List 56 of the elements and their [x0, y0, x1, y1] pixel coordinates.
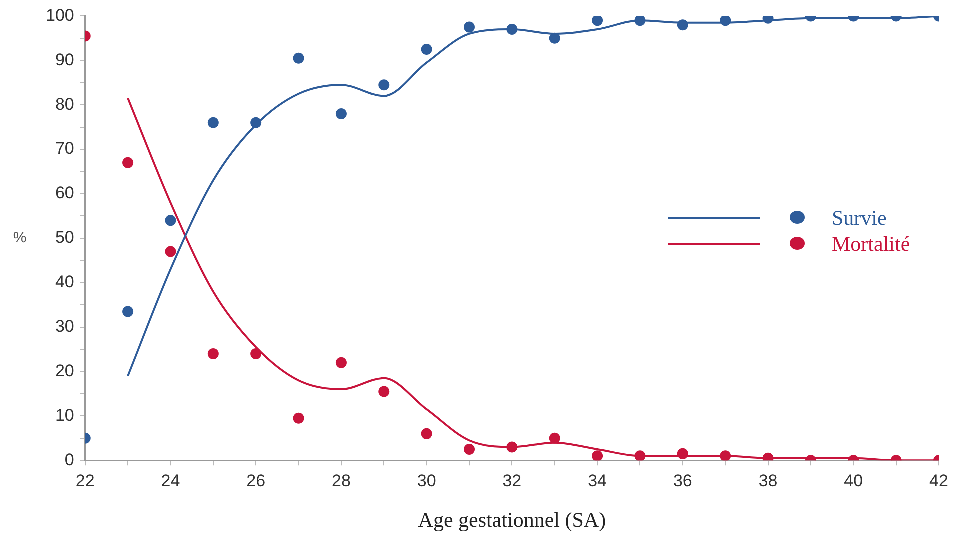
x-tick-label: 36	[673, 471, 692, 490]
point	[592, 450, 604, 461]
point	[506, 24, 518, 36]
point	[208, 348, 219, 360]
point	[336, 108, 347, 120]
y-tick-label: 60	[55, 184, 74, 203]
legend-label: Survie	[832, 206, 887, 230]
y-tick-label: 90	[55, 50, 74, 70]
point	[165, 246, 176, 258]
point	[464, 22, 475, 33]
point	[549, 32, 560, 44]
x-tick-label: 22	[76, 471, 95, 490]
y-tick-label: 100	[46, 6, 74, 25]
x-tick-label: 34	[588, 471, 608, 490]
y-tick-label: 80	[55, 94, 74, 114]
x-tick-label: 38	[758, 471, 778, 490]
point	[464, 444, 475, 455]
point	[378, 386, 390, 398]
point	[634, 450, 646, 461]
point	[122, 157, 134, 168]
point	[592, 16, 604, 26]
point	[293, 52, 304, 64]
point	[336, 357, 347, 368]
point	[677, 20, 688, 31]
y-tick-label: 30	[55, 316, 74, 336]
x-axis-title: Age gestationnel (SA)	[418, 508, 606, 532]
y-axis-title: %	[13, 230, 27, 247]
point	[250, 348, 262, 360]
point	[720, 16, 732, 26]
y-tick-label: 40	[55, 272, 74, 292]
x-tick-label: 30	[417, 471, 436, 490]
x-tick-label: 24	[161, 471, 180, 490]
point	[421, 428, 432, 440]
point	[378, 80, 390, 91]
point	[549, 432, 560, 444]
x-tick-label: 40	[844, 471, 864, 490]
point	[506, 442, 518, 453]
y-tick-label: 10	[55, 406, 74, 425]
y-tick-label: 20	[55, 361, 74, 380]
point	[720, 450, 732, 461]
x-tick-label: 32	[502, 471, 522, 490]
x-tick-label: 26	[246, 471, 266, 490]
y-tick-label: 50	[55, 228, 74, 248]
y-tick-label: 70	[55, 139, 74, 158]
point	[421, 44, 432, 56]
point	[634, 16, 646, 26]
y-tick-label: 0	[64, 450, 74, 470]
x-tick-label: 42	[930, 471, 948, 490]
point	[677, 448, 688, 460]
legend-label: Mortalité	[832, 232, 910, 256]
point	[122, 306, 134, 318]
point	[165, 215, 176, 226]
point	[293, 412, 304, 424]
x-tick-label: 28	[332, 471, 351, 490]
point	[250, 117, 262, 128]
point	[208, 117, 219, 128]
